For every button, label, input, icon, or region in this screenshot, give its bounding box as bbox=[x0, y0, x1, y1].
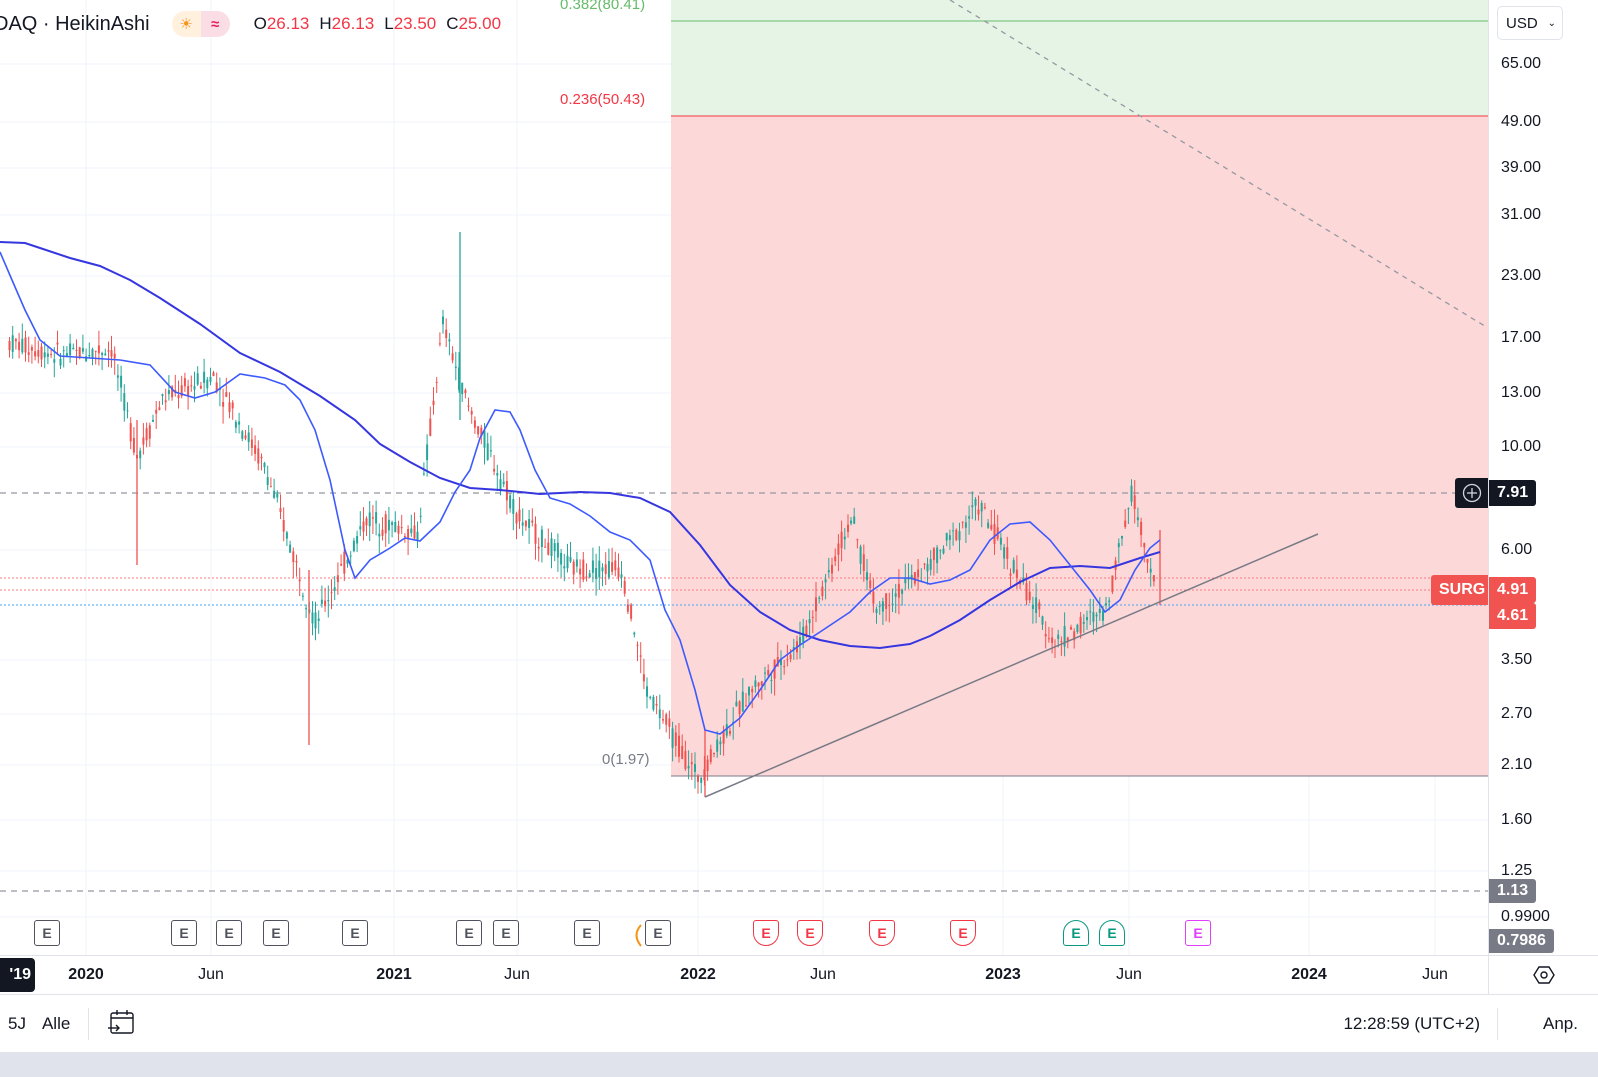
fib-zone-green bbox=[671, 0, 1488, 116]
price-tick: 49.00 bbox=[1501, 113, 1542, 130]
settings-hexagon-icon bbox=[1532, 966, 1555, 984]
axis-settings-button[interactable] bbox=[1488, 956, 1598, 994]
fib-label-0382: 0.382(80.41) bbox=[560, 0, 646, 13]
price-chart-canvas[interactable] bbox=[0, 0, 1488, 955]
fast-moving-average bbox=[0, 251, 1161, 735]
fib-label-0236: 0.236(50.43) bbox=[560, 91, 646, 108]
adjust-data-button[interactable]: Anp. bbox=[1543, 1014, 1578, 1033]
earnings-marker-past[interactable]: E bbox=[342, 920, 368, 946]
symbol-name-tag: SURG bbox=[1431, 575, 1488, 605]
earnings-marker-upcoming[interactable]: E bbox=[1185, 920, 1211, 946]
time-label: Jun bbox=[1422, 966, 1448, 983]
ohlc-low: L23.50 bbox=[384, 14, 437, 33]
time-label: 2023 bbox=[985, 966, 1021, 983]
earnings-marker-beat[interactable]: E bbox=[1099, 920, 1125, 946]
plus-circle-icon bbox=[1462, 483, 1481, 503]
price-tick: 39.00 bbox=[1501, 159, 1542, 176]
market-session-icon[interactable]: ☀ bbox=[171, 11, 201, 37]
fib-label-0: 0(1.97) bbox=[602, 751, 650, 768]
time-label: 2022 bbox=[680, 966, 716, 983]
price-tick: 10.00 bbox=[1501, 438, 1542, 455]
earnings-marker-past[interactable]: E bbox=[456, 920, 482, 946]
earnings-marker-past[interactable]: E bbox=[216, 920, 242, 946]
ohlc-close: C25.00 bbox=[446, 14, 502, 33]
slow-moving-average bbox=[0, 241, 1161, 650]
earnings-marker-miss[interactable]: E bbox=[869, 920, 895, 946]
price-tick: 65.00 bbox=[1501, 55, 1542, 72]
time-label: Jun bbox=[504, 966, 530, 983]
price-tick: 1.60 bbox=[1501, 811, 1533, 828]
prev-close-tag: 4.61 bbox=[1489, 603, 1537, 629]
price-tick: 13.00 bbox=[1501, 384, 1542, 401]
earnings-marker-past[interactable]: E bbox=[645, 920, 671, 946]
price-tick: 6.00 bbox=[1501, 541, 1533, 558]
chevron-down-icon: ⌄ bbox=[1547, 17, 1557, 29]
bottom-price-tag: 0.7986 bbox=[1489, 929, 1554, 953]
add-alert-button[interactable] bbox=[1455, 478, 1488, 508]
chart-pane[interactable]: DAQ · HeikinAshi ☀ ≈ O26.13 H26.13 L23.5… bbox=[0, 0, 1488, 955]
time-label: 2024 bbox=[1291, 966, 1327, 983]
earnings-marker-beat[interactable]: E bbox=[1063, 920, 1089, 946]
toolbar-divider bbox=[1497, 1008, 1498, 1040]
price-tick: 23.00 bbox=[1501, 267, 1542, 284]
price-tick: 0.9900 bbox=[1501, 908, 1550, 925]
earnings-marker-past[interactable]: E bbox=[34, 920, 60, 946]
price-tick: 31.00 bbox=[1501, 206, 1542, 223]
range-5y-button[interactable]: 5J bbox=[8, 1014, 26, 1033]
earnings-marker-past[interactable]: E bbox=[493, 920, 519, 946]
earnings-bracket bbox=[635, 924, 642, 947]
go-to-date-button[interactable] bbox=[107, 1008, 137, 1041]
ohlc-values: O26.13 H26.13 L23.50 C25.00 bbox=[254, 14, 501, 34]
price-tick: 2.70 bbox=[1501, 705, 1533, 722]
price-axis[interactable]: USD ⌄ 65.00 49.00 39.00 31.00 23.00 17.0… bbox=[1488, 0, 1598, 955]
time-label: Jun bbox=[810, 966, 836, 983]
time-label: Jun bbox=[198, 966, 224, 983]
toolbar-divider bbox=[88, 1008, 90, 1040]
ohlc-high: H26.13 bbox=[319, 14, 375, 33]
support-trendline bbox=[704, 533, 1319, 798]
time-cursor-label: '19 bbox=[0, 958, 35, 992]
price-tick: 17.00 bbox=[1501, 329, 1542, 346]
earnings-marker-past[interactable]: E bbox=[574, 920, 600, 946]
price-tick: 1.25 bbox=[1501, 862, 1533, 879]
delayed-data-icon[interactable]: ≈ bbox=[200, 11, 230, 37]
last-price-tag: 4.91 bbox=[1489, 577, 1537, 603]
earnings-marker-past[interactable]: E bbox=[263, 920, 289, 946]
earnings-marker-miss[interactable]: E bbox=[950, 920, 976, 946]
earnings-marker-miss[interactable]: E bbox=[753, 920, 779, 946]
currency-label: USD bbox=[1506, 14, 1538, 32]
clock-timezone[interactable]: 12:28:59 (UTC+2) bbox=[1343, 1014, 1480, 1033]
earnings-marker-miss[interactable]: E bbox=[797, 920, 823, 946]
status-badges[interactable]: ☀ ≈ bbox=[171, 11, 230, 37]
footer-strip bbox=[0, 1052, 1598, 1077]
low-line-tag: 1.13 bbox=[1489, 879, 1537, 903]
time-label: 2020 bbox=[68, 966, 104, 983]
chart-legend: DAQ · HeikinAshi ☀ ≈ O26.13 H26.13 L23.5… bbox=[0, 10, 501, 38]
ohlc-open: O26.13 bbox=[253, 14, 310, 33]
crosshair-price-tag: 7.91 bbox=[1489, 480, 1537, 506]
symbol-title[interactable]: DAQ · HeikinAshi bbox=[0, 12, 150, 35]
price-tick: 3.50 bbox=[1501, 651, 1533, 668]
calendar-goto-icon bbox=[108, 1009, 135, 1034]
fib-zone-red bbox=[671, 116, 1488, 776]
time-axis[interactable]: '19 2020 Jun 2021 Jun 2022 Jun 2023 Jun … bbox=[0, 955, 1598, 995]
range-all-button[interactable]: Alle bbox=[41, 1014, 71, 1033]
currency-selector[interactable]: USD ⌄ bbox=[1497, 6, 1563, 40]
earnings-marker-past[interactable]: E bbox=[171, 920, 197, 946]
time-label: Jun bbox=[1116, 966, 1142, 983]
time-label: 2021 bbox=[376, 966, 412, 983]
price-tick: 2.10 bbox=[1501, 756, 1533, 773]
bottom-toolbar: 5J Alle 12:28:59 (UTC+2) Anp. bbox=[0, 996, 1598, 1052]
